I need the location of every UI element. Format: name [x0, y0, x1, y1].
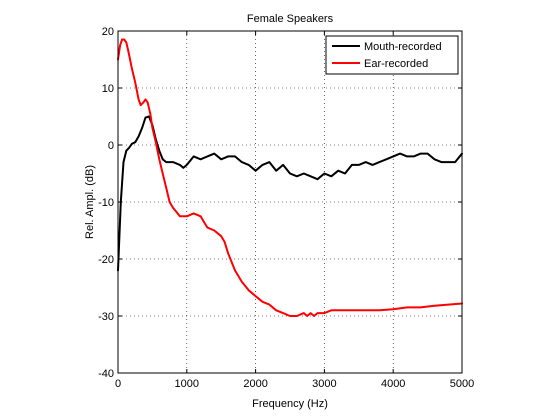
legend: Mouth-recorded Ear-recorded [325, 35, 459, 75]
series-line-mouth-recorded [117, 115, 463, 272]
y-tick-label: 10 [102, 83, 114, 95]
x-axis-label: Frequency (Hz) [252, 398, 328, 410]
y-tick-label: -10 [98, 197, 114, 209]
ticks: 0 1000 2000 3000 4000 5000 -40 -30 -20 -10 0 10 20 [98, 26, 474, 390]
chart-title: Female Speakers [247, 13, 334, 25]
legend-label-ear: Ear-recorded [364, 58, 428, 70]
x-tick-label: 1000 [175, 378, 199, 390]
legend-box [325, 35, 459, 75]
series-line-ear-recorded [117, 38, 463, 317]
y-tick-label: 0 [108, 140, 114, 152]
legend-label-mouth: Mouth-recorded [364, 41, 442, 53]
x-tick-label: 4000 [381, 378, 405, 390]
x-tick-label: 2000 [243, 378, 267, 390]
y-tick-label: -20 [98, 254, 114, 266]
x-tick-label: 0 [115, 378, 121, 390]
y-tick-label: 20 [102, 26, 114, 38]
x-tick-label: 5000 [450, 378, 474, 390]
y-tick-label: -30 [98, 311, 114, 323]
y-axis-label: Rel. Ampl. (dB) [84, 165, 96, 239]
y-tick-label: -40 [98, 368, 114, 380]
series-layer [117, 38, 463, 317]
x-tick-label: 3000 [312, 378, 336, 390]
